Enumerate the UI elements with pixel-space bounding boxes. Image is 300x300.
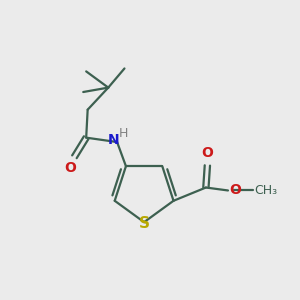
- Text: H: H: [119, 127, 128, 140]
- Text: CH₃: CH₃: [254, 184, 278, 197]
- Text: O: O: [64, 161, 76, 175]
- Text: O: O: [201, 146, 213, 160]
- Text: N: N: [108, 133, 119, 147]
- Text: S: S: [139, 216, 150, 231]
- Text: O: O: [230, 184, 241, 197]
